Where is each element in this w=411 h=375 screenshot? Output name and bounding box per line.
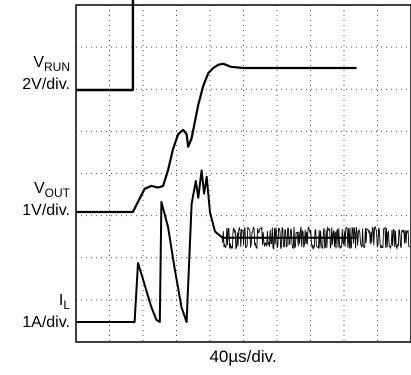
label-vrun-sub: RUN [44,60,70,74]
label-vout: VOUT 1V/div. [0,180,70,220]
grid [76,5,411,342]
label-vrun: VRUN 2V/div. [0,54,70,94]
label-vout-scale: 1V/div. [22,202,70,219]
trace-il [76,169,357,323]
label-vrun-main: V [33,54,44,71]
trace-il-ripple [222,225,410,251]
label-il: IL 1A/div. [0,292,70,332]
label-vout-main: V [33,180,45,197]
trace-vout [76,62,357,214]
x-axis-label: 40µs/div. [209,347,277,366]
label-il-sub: L [63,298,70,312]
label-il-scale: 1A/div. [22,314,70,331]
label-vout-sub: OUT [44,186,70,200]
label-vrun-scale: 2V/div. [22,76,70,93]
trace-vrun [76,0,135,92]
label-il-main: I [58,292,64,309]
plot-frame [75,4,411,343]
traces [76,0,410,323]
